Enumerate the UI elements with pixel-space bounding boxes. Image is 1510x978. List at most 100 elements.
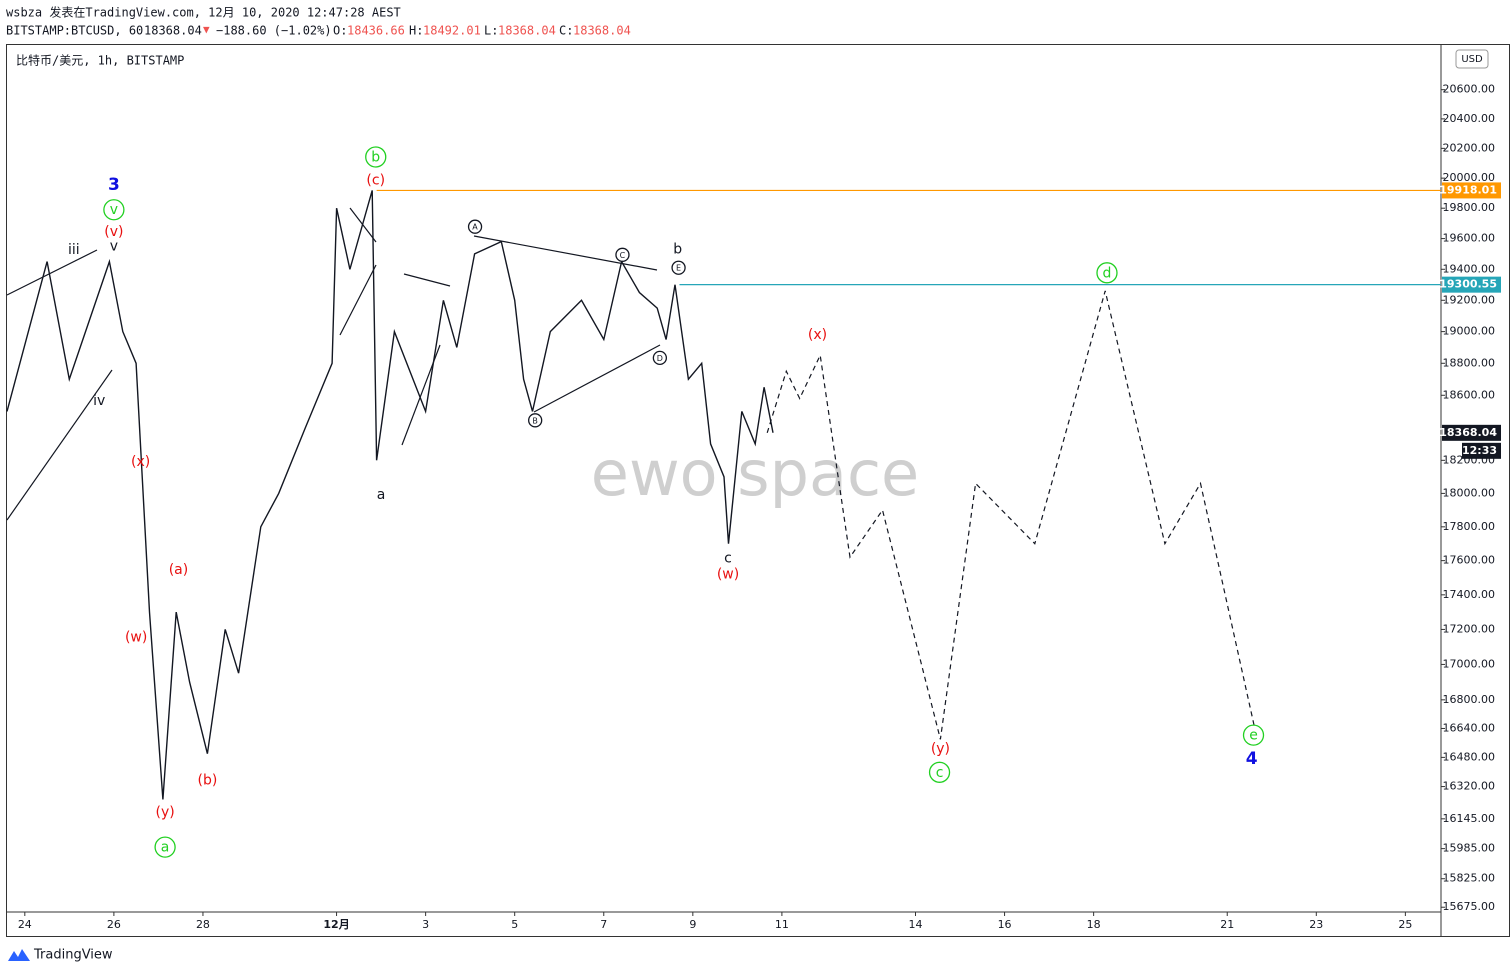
wave-label: b xyxy=(673,241,682,257)
trendline xyxy=(339,264,377,336)
y-tick-label: 19800.00 xyxy=(1443,201,1496,214)
x-tick-label: 16 xyxy=(998,918,1012,931)
y-tick-label: 18600.00 xyxy=(1443,388,1496,401)
y-tick-label: 15825.00 xyxy=(1443,872,1496,885)
x-tick-label: 23 xyxy=(1309,918,1323,931)
wave-label: (y) xyxy=(931,741,950,757)
watermark: ewo space xyxy=(591,437,919,510)
wave-label: B xyxy=(532,416,538,425)
wave-label: c xyxy=(724,550,732,566)
wave-label: v xyxy=(110,202,118,218)
x-tick-label: 18 xyxy=(1087,918,1101,931)
y-tick-label: 17800.00 xyxy=(1443,520,1496,533)
trendline xyxy=(473,235,658,271)
price-label: 18368.04 xyxy=(1439,426,1497,439)
wave-circle xyxy=(1096,262,1118,284)
wave-label: d xyxy=(1103,265,1112,281)
x-tick-label: 24 xyxy=(18,918,32,931)
x-tick-label: 26 xyxy=(107,918,121,931)
wave-label: iii xyxy=(68,242,80,258)
trendline xyxy=(533,344,661,413)
publish-info: wsbza 发表在TradingView.com, 12月 10, 2020 1… xyxy=(6,5,401,20)
footer: TradingView xyxy=(8,948,113,963)
trendlines xyxy=(6,207,661,521)
y-tick-label: 17000.00 xyxy=(1443,657,1496,670)
y-tick-label: 19400.00 xyxy=(1443,262,1496,275)
wave-label: a xyxy=(377,487,386,503)
price-label-box xyxy=(1442,182,1501,199)
plot: 20600.00 20400.00 20200.00 20000.00 19800.00… xyxy=(6,83,1501,931)
x-tick-label: 9 xyxy=(689,918,696,931)
wave-label: (c) xyxy=(366,173,385,189)
wave-label: (b) xyxy=(197,772,217,788)
y-tick-label: 16320.00 xyxy=(1443,780,1496,793)
countdown: 12:33 xyxy=(1462,444,1497,457)
x-tick-label: 5 xyxy=(511,918,518,931)
low: 18368.04 xyxy=(498,24,556,38)
trendline xyxy=(403,273,451,287)
close: 18368.04 xyxy=(573,24,631,38)
wave-label: (y) xyxy=(155,805,174,821)
wave-label: (x) xyxy=(131,454,150,470)
open-label: O: xyxy=(333,24,347,38)
price-label: 19300.55 xyxy=(1439,278,1497,291)
y-tick-label: 16480.00 xyxy=(1443,750,1496,763)
logo xyxy=(8,949,30,961)
wave-circle xyxy=(528,413,543,428)
y-tick-label: 15675.00 xyxy=(1443,900,1496,913)
price-label-box xyxy=(1442,276,1501,293)
trendline xyxy=(6,249,98,296)
y-tick-label: 16145.00 xyxy=(1443,812,1496,825)
low-label: L: xyxy=(484,24,498,38)
close-label: C: xyxy=(559,24,573,38)
wave-label: a xyxy=(161,840,170,856)
y-tick-label: 16800.00 xyxy=(1443,693,1496,706)
x-tick-label: 21 xyxy=(1220,918,1234,931)
y-tick-label: 19000.00 xyxy=(1443,325,1496,338)
wave-circle xyxy=(467,219,483,234)
x-tick-label: 12月 xyxy=(323,918,349,931)
y-tick-label: 20200.00 xyxy=(1443,141,1496,154)
wave-label: e xyxy=(1249,728,1258,744)
wave-label: (w) xyxy=(125,629,147,645)
symbol: BITSTAMP:BTCUSD, 60 xyxy=(6,24,143,38)
x-tick-label: 11 xyxy=(775,918,789,931)
wave-circle xyxy=(365,146,387,168)
y-tick-label: 17200.00 xyxy=(1443,622,1496,635)
wave-label: (a) xyxy=(169,562,189,578)
trendline xyxy=(6,369,113,521)
wave-label: iv xyxy=(93,393,105,409)
price-label: 19918.01 xyxy=(1439,183,1497,196)
wave-label: (w) xyxy=(717,566,739,582)
wave-circle xyxy=(652,350,668,366)
wave-circle xyxy=(671,260,686,275)
wave-circle xyxy=(103,199,125,221)
ohlc-row: BITSTAMP:BTCUSD, 60 18368.04 ▼ −188.60 (… xyxy=(6,23,631,38)
y-tick-label: 15985.00 xyxy=(1443,842,1496,855)
open: 18436.66 xyxy=(347,24,405,38)
price-path xyxy=(6,190,774,800)
wave-label: 4 xyxy=(1246,749,1258,769)
x-tick-label: 14 xyxy=(908,918,922,931)
y-tick-label: 18000.00 xyxy=(1443,486,1496,499)
wave-circle xyxy=(615,247,630,262)
y-tick-label: 16640.00 xyxy=(1443,721,1496,734)
wave-label: C xyxy=(620,251,626,260)
y-tick-label: 20600.00 xyxy=(1443,83,1496,96)
wave-circle xyxy=(1242,724,1265,746)
x-tick-label: 25 xyxy=(1398,918,1412,931)
wave-label: A xyxy=(472,223,478,232)
wave-label: c xyxy=(936,765,944,781)
wave-label: D xyxy=(657,354,663,363)
y-tick-label: 18800.00 xyxy=(1443,356,1496,369)
price-path xyxy=(766,290,1255,740)
wave-label: v xyxy=(110,239,118,255)
currency-button-label[interactable]: USD xyxy=(1461,54,1483,65)
currency-button[interactable] xyxy=(1455,49,1489,69)
y-tick-label: 17600.00 xyxy=(1443,554,1496,567)
x-tick-label: 3 xyxy=(422,918,429,931)
y-tick-label: 20400.00 xyxy=(1443,112,1496,125)
wave-label: 3 xyxy=(108,175,120,195)
